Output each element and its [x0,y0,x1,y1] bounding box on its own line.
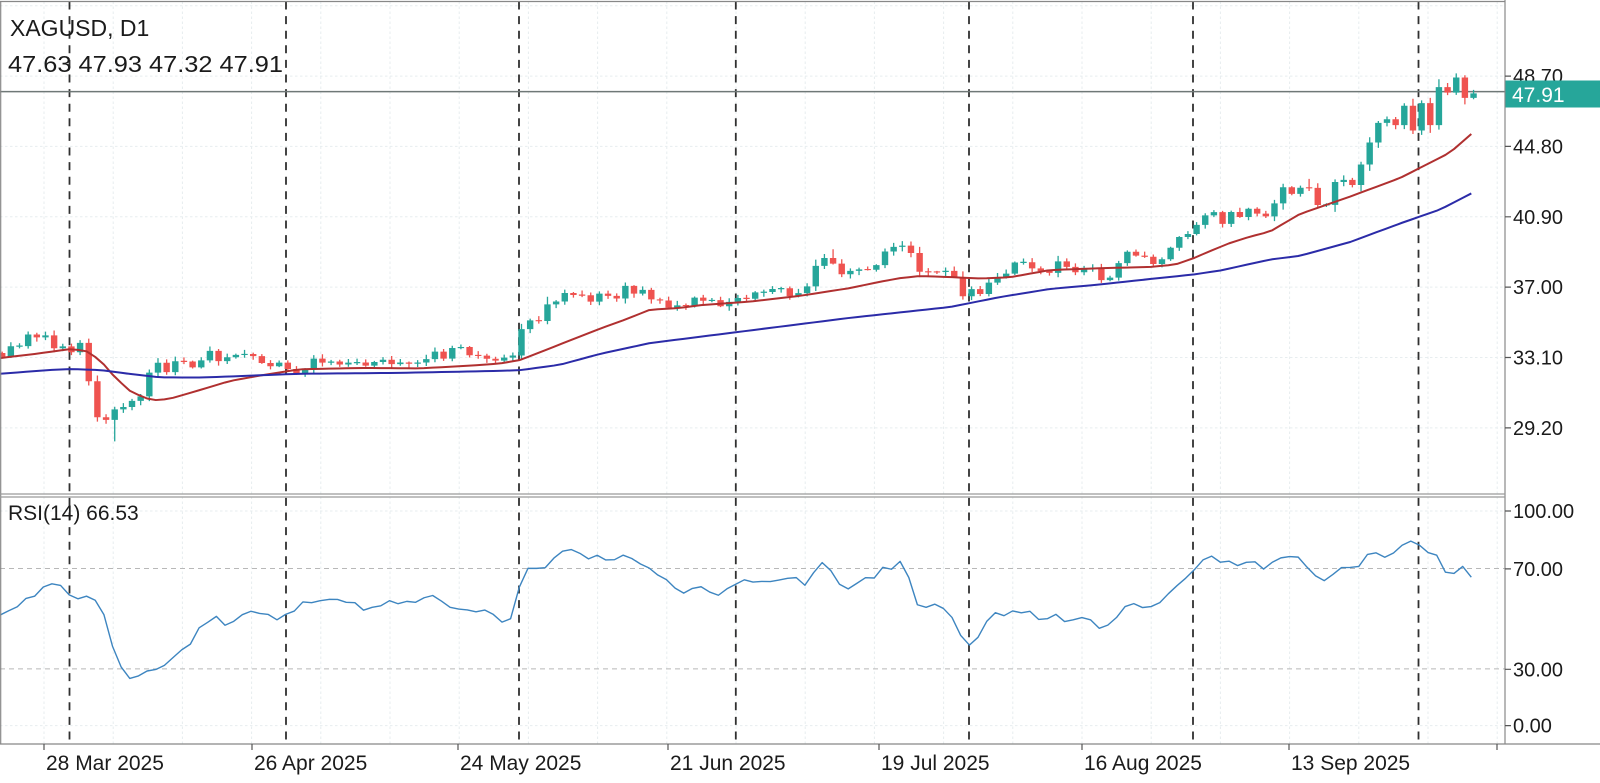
svg-text:RSI(14) 66.53: RSI(14) 66.53 [8,502,139,525]
svg-text:13 Sep 2025: 13 Sep 2025 [1291,752,1410,775]
svg-text:28 Mar 2025: 28 Mar 2025 [46,752,164,775]
svg-text:30.00: 30.00 [1513,659,1563,681]
svg-text:100.00: 100.00 [1513,501,1574,523]
svg-text:XAGUSD, D1: XAGUSD, D1 [10,15,149,41]
svg-text:24 May 2025: 24 May 2025 [460,752,581,775]
svg-text:40.90: 40.90 [1513,207,1563,229]
svg-text:26 Apr 2025: 26 Apr 2025 [254,752,367,775]
svg-text:47.91: 47.91 [1512,84,1565,107]
svg-text:19 Jul 2025: 19 Jul 2025 [881,752,990,775]
svg-text:47.63 47.93 47.32 47.91: 47.63 47.93 47.32 47.91 [8,51,283,77]
svg-text:70.00: 70.00 [1513,559,1563,581]
svg-text:0.00: 0.00 [1513,716,1552,738]
svg-text:33.10: 33.10 [1513,348,1563,370]
svg-text:29.20: 29.20 [1513,418,1563,440]
svg-text:44.80: 44.80 [1513,136,1563,158]
svg-text:37.00: 37.00 [1513,277,1563,299]
svg-text:16 Aug 2025: 16 Aug 2025 [1084,752,1202,775]
svg-text:21 Jun 2025: 21 Jun 2025 [670,752,786,775]
